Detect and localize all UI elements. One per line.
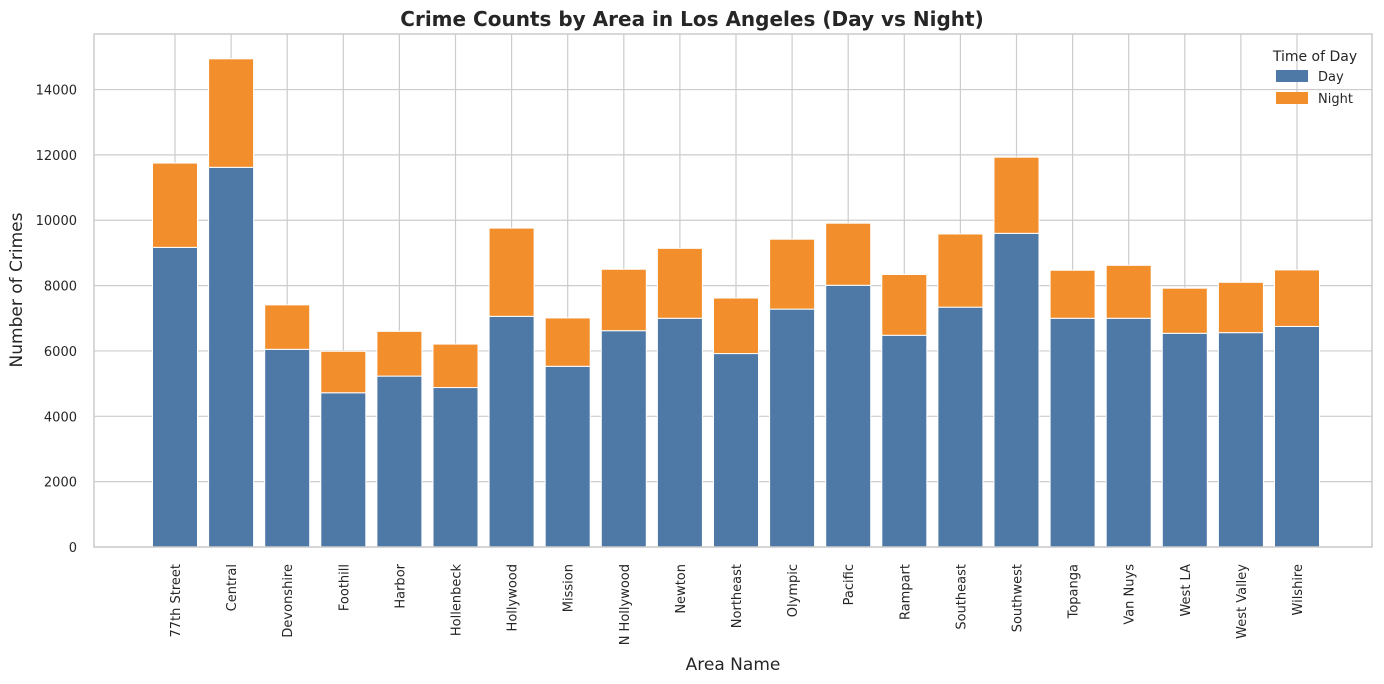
bar-day-southwest	[993, 232, 1040, 548]
bar-day-van-nuys	[1105, 317, 1152, 548]
legend: Time of Day Day Night	[1272, 49, 1357, 107]
bar-night-west-la	[1161, 287, 1208, 334]
x-tick-label: Rampart	[898, 564, 913, 620]
y-tick-labels: 0 2000 4000 6000 8000 10000 12000 14000	[36, 84, 77, 556]
legend-label-night: Night	[1318, 92, 1353, 107]
bar-day-devonshire	[264, 348, 311, 548]
bar-day-mission	[544, 365, 591, 548]
x-tick-label: Hollywood	[506, 564, 521, 631]
x-tick-label: West LA	[1179, 564, 1194, 617]
bar-night-northeast	[713, 297, 759, 355]
x-tick-label: Central	[225, 564, 240, 611]
bar-night-newton	[656, 247, 703, 319]
bar-day-southeast	[937, 306, 984, 548]
y-tick-label: 2000	[44, 476, 77, 491]
bar-day-hollenbeck	[432, 387, 479, 548]
x-tick-label: Newton	[674, 564, 689, 614]
bar-night-harbor	[376, 330, 423, 377]
bar-day-west-valley	[1217, 332, 1264, 548]
bar-night-central	[208, 58, 255, 168]
bar-day-pacific	[825, 284, 872, 548]
bar-night-west-valley	[1217, 281, 1264, 334]
x-tick-label: Northeast	[730, 564, 745, 628]
y-tick-label: 6000	[44, 345, 77, 360]
legend-swatch-night	[1276, 92, 1308, 104]
y-tick-label: 0	[69, 541, 77, 556]
bar-night-devonshire	[264, 304, 311, 350]
bar-day-northeast	[713, 353, 759, 548]
bar-night-mission	[544, 317, 591, 367]
bar-night-topanga	[1049, 269, 1096, 319]
x-axis-label: Area Name	[686, 655, 781, 675]
y-tick-label: 14000	[36, 84, 77, 99]
y-axis-label: Number of Crimes	[7, 212, 27, 367]
x-tick-label: Devonshire	[281, 564, 296, 638]
bar-day-topanga	[1049, 317, 1096, 548]
x-tick-label: Foothill	[337, 564, 352, 611]
bar-day-hollywood	[488, 315, 535, 548]
x-tick-label: Olympic	[786, 564, 801, 617]
chart-title: Crime Counts by Area in Los Angeles (Day…	[400, 7, 983, 31]
bar-night-n-hollywood	[600, 268, 647, 332]
bar-day-n-hollywood	[600, 330, 647, 548]
bar-night-wilshire	[1274, 269, 1320, 327]
bar-night-olympic	[769, 238, 816, 310]
bar-night-southwest	[993, 156, 1040, 234]
y-tick-label: 12000	[36, 149, 77, 164]
bar-day-central	[208, 166, 255, 548]
bar-day-newton	[656, 317, 703, 548]
x-tick-label: Hollenbeck	[450, 564, 465, 637]
x-tick-label: Mission	[562, 564, 577, 612]
plot-frame	[93, 33, 1373, 548]
legend-label-day: Day	[1318, 70, 1344, 85]
x-tick-labels: 77th Street Central Devonshire Foothill Harb…	[169, 563, 1306, 645]
x-tick-label: Southeast	[954, 564, 969, 630]
x-tick-label: Pacific	[842, 564, 857, 605]
bar-day-wilshire	[1274, 325, 1320, 548]
y-tick-label: 4000	[44, 410, 77, 425]
bars-layer	[152, 58, 1320, 548]
bar-day-rampart	[881, 334, 928, 548]
x-tick-label: West Valley	[1235, 564, 1250, 639]
bar-night-77th-street	[152, 162, 198, 248]
x-tick-label: Topanga	[1067, 564, 1082, 619]
bar-night-pacific	[825, 222, 872, 286]
x-tick-label: N Hollywood	[618, 564, 633, 645]
bar-night-van-nuys	[1105, 264, 1152, 319]
x-tick-label: 77th Street	[169, 564, 184, 638]
legend-title: Time of Day	[1272, 49, 1357, 65]
bar-night-rampart	[881, 273, 928, 336]
x-tick-label: Harbor	[393, 563, 408, 608]
y-tick-label: 8000	[44, 280, 77, 295]
y-tick-label: 10000	[36, 214, 77, 229]
bar-day-77th-street	[152, 246, 198, 548]
bar-night-southeast	[937, 233, 984, 308]
x-tick-label: Southwest	[1011, 564, 1026, 632]
legend-swatch-day	[1276, 70, 1308, 82]
x-tick-label: Van Nuys	[1123, 564, 1138, 625]
bar-night-foothill	[320, 350, 367, 394]
bar-day-west-la	[1161, 332, 1208, 548]
bar-day-foothill	[320, 392, 367, 548]
x-tick-label: Wilshire	[1291, 564, 1306, 615]
bar-day-olympic	[769, 308, 816, 548]
bar-night-hollywood	[488, 227, 535, 317]
bar-day-harbor	[376, 375, 423, 548]
bar-night-hollenbeck	[432, 343, 479, 389]
